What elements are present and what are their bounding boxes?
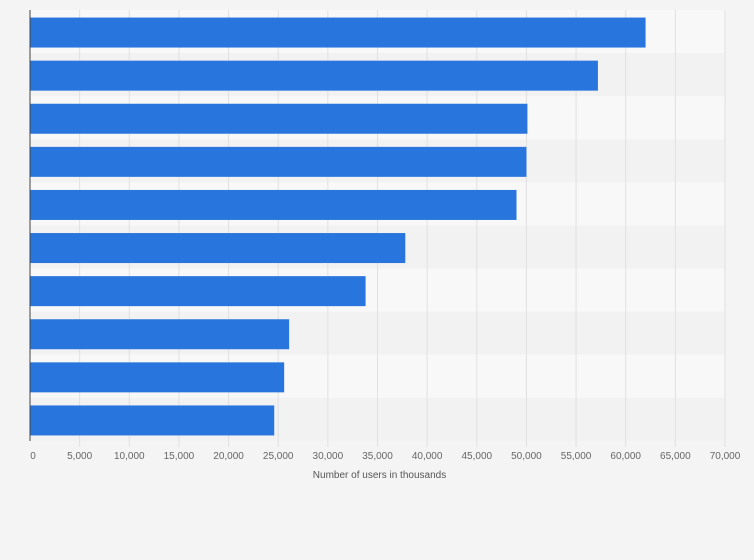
bar [30,146,527,177]
x-tick-label: 10,000 [114,451,145,462]
x-tick-label: 70,000 [710,451,741,462]
x-tick-label: 25,000 [263,451,294,462]
x-tick-label: 50,000 [511,451,542,462]
bar [30,103,528,134]
x-tick-label: 30,000 [313,451,344,462]
x-tick-label: 65,000 [660,451,691,462]
bar [30,405,275,436]
x-tick-label: 45,000 [461,451,492,462]
bar [30,276,366,307]
bars [30,17,646,436]
x-axis-title: Number of users in thousands [313,470,446,481]
bar [30,189,517,220]
x-tick-label: 0 [30,451,36,462]
x-tick-label: 60,000 [610,451,641,462]
bar [30,60,598,91]
x-tick-label: 5,000 [67,451,92,462]
x-tick-label: 15,000 [164,451,195,462]
x-tick-labels: 0 5,000 10,000 15,000 20,000 25,000 30,000 35,0… [30,451,741,462]
x-tick-label: 40,000 [412,451,443,462]
x-tick-label: 35,000 [362,451,393,462]
bar [30,362,285,393]
bar [30,17,646,48]
x-tick-label: 55,000 [561,451,592,462]
x-tick-label: 20,000 [213,451,244,462]
bar [30,319,290,350]
bar [30,233,406,264]
